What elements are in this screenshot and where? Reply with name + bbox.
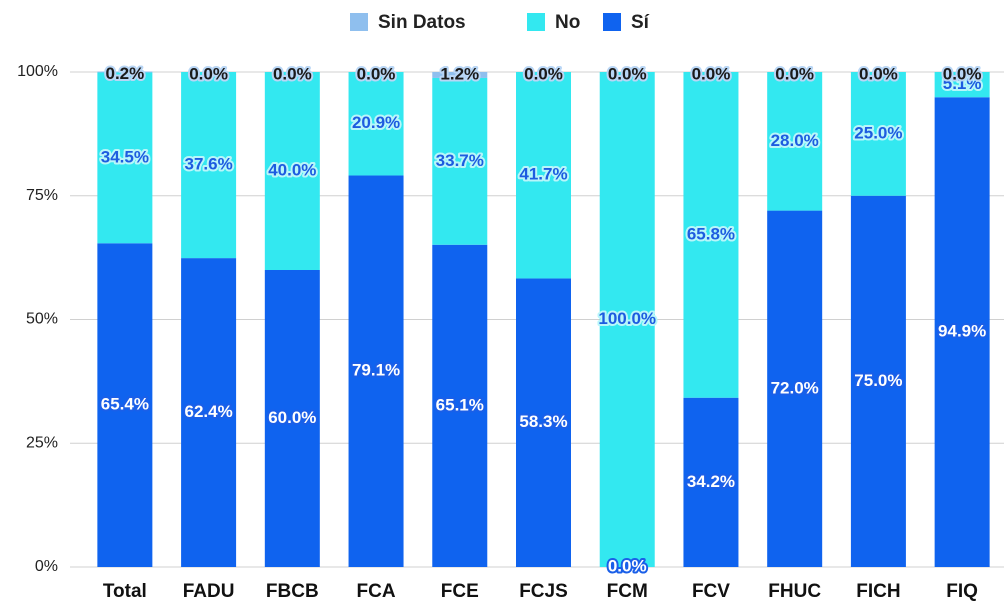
value-label: 5.1%: [943, 74, 982, 93]
legend-label: No: [555, 12, 580, 33]
value-label: 0.0%: [524, 64, 563, 83]
value-label: 0.0%: [943, 64, 982, 83]
value-label: 28.0%: [771, 131, 819, 150]
x-tick-label: FICH: [856, 581, 900, 602]
bar-segment: [181, 72, 237, 259]
value-label: 65.8%: [687, 224, 735, 243]
value-label: 20.9%: [352, 113, 400, 132]
bar-segment: [516, 72, 571, 279]
value-label: 0.0%: [189, 64, 228, 83]
bar-segment: [97, 243, 153, 567]
value-label: 0.0%: [357, 64, 396, 83]
bar-segment: [767, 210, 823, 567]
value-label: 41.7%: [519, 165, 567, 184]
value-label: 60.0%: [268, 408, 316, 427]
bar-segment: [432, 77, 488, 245]
value-label: 1.2%: [440, 64, 479, 83]
legend-swatch: [350, 13, 368, 31]
x-tick-label: FCM: [607, 581, 648, 602]
bar-segment: [181, 258, 237, 567]
value-label: 33.7%: [436, 151, 484, 170]
bar-segment: [599, 72, 655, 567]
value-label: 75.0%: [854, 371, 902, 390]
bar-segment: [348, 72, 404, 176]
x-tick-label: FBCB: [266, 581, 319, 602]
bar-segment: [934, 72, 990, 98]
bar-segment: [97, 72, 153, 244]
bar-segment: [264, 270, 320, 567]
x-tick-label: FIQ: [946, 581, 978, 602]
x-tick-label: FCJS: [519, 581, 568, 602]
value-label: 72.0%: [771, 378, 819, 397]
bar-segment: [683, 72, 739, 398]
x-tick-label: FCA: [357, 581, 396, 602]
x-tick-label: FHUC: [768, 581, 821, 602]
value-label: 79.1%: [352, 361, 400, 380]
y-tick-label: 100%: [17, 63, 58, 80]
y-tick-label: 25%: [26, 434, 58, 451]
x-tick-label: FCE: [441, 581, 479, 602]
y-tick-label: 75%: [26, 187, 58, 204]
bar-segment: [767, 72, 823, 211]
bar-segment: [432, 72, 488, 78]
bar-segment: [850, 72, 906, 196]
legend-label: Sin Datos: [378, 12, 466, 33]
value-label: 0.0%: [608, 556, 647, 575]
bar-segment: [264, 72, 320, 270]
value-label: 34.2%: [687, 472, 735, 491]
value-label: 0.0%: [273, 64, 312, 83]
bar-segment: [850, 195, 906, 567]
legend-label: Sí: [631, 12, 650, 33]
bar-segment: [683, 397, 739, 567]
legend-swatch: [527, 13, 545, 31]
value-label: 0.0%: [859, 64, 898, 83]
bar-segment: [348, 175, 404, 567]
value-label: 62.4%: [184, 402, 232, 421]
value-label: 100.0%: [598, 309, 656, 328]
value-label: 37.6%: [184, 155, 232, 174]
bar-segment: [432, 244, 488, 567]
value-label: 0.0%: [692, 64, 731, 83]
value-label: 65.4%: [101, 395, 149, 414]
value-label: 94.9%: [938, 322, 986, 341]
value-label: 0.0%: [608, 64, 647, 83]
value-label: 40.0%: [268, 160, 316, 179]
value-label: 0.0%: [775, 64, 814, 83]
x-tick-label: FADU: [183, 581, 235, 602]
y-tick-label: 50%: [26, 311, 58, 328]
value-label: 0.2%: [105, 64, 144, 83]
bar-segment: [97, 71, 153, 73]
bar-segment: [516, 278, 571, 567]
value-label: 25.0%: [854, 123, 902, 142]
x-tick-label: FCV: [692, 581, 730, 602]
bar-segment: [934, 97, 990, 568]
value-label: 34.5%: [101, 147, 149, 166]
legend-swatch: [603, 13, 621, 31]
value-label: 58.3%: [519, 412, 567, 431]
value-label: 65.1%: [436, 395, 484, 414]
x-tick-label: Total: [103, 581, 147, 602]
y-tick-label: 0%: [35, 558, 58, 575]
